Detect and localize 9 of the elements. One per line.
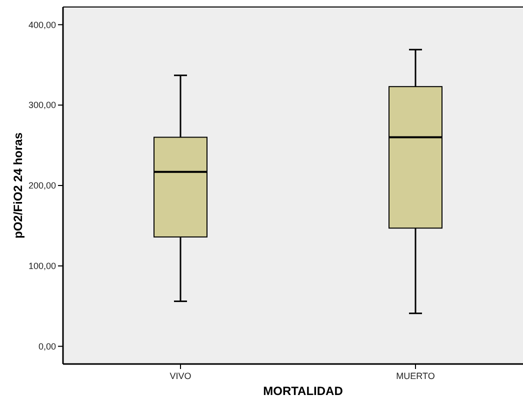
y-tick-label: 400,00: [28, 20, 56, 30]
y-tick-label: 200,00: [28, 180, 56, 191]
y-tick-label: 100,00: [28, 261, 56, 272]
x-tick-label: VIVO: [170, 371, 192, 381]
x-tick-label: MUERTO: [396, 371, 435, 381]
x-axis-title: MORTALIDAD: [263, 384, 344, 398]
y-axis-title: pO2/FiO2 24 horas: [11, 132, 25, 239]
y-tick-label: 300,00: [28, 100, 56, 110]
y-tick-label: 0,00: [38, 341, 56, 352]
